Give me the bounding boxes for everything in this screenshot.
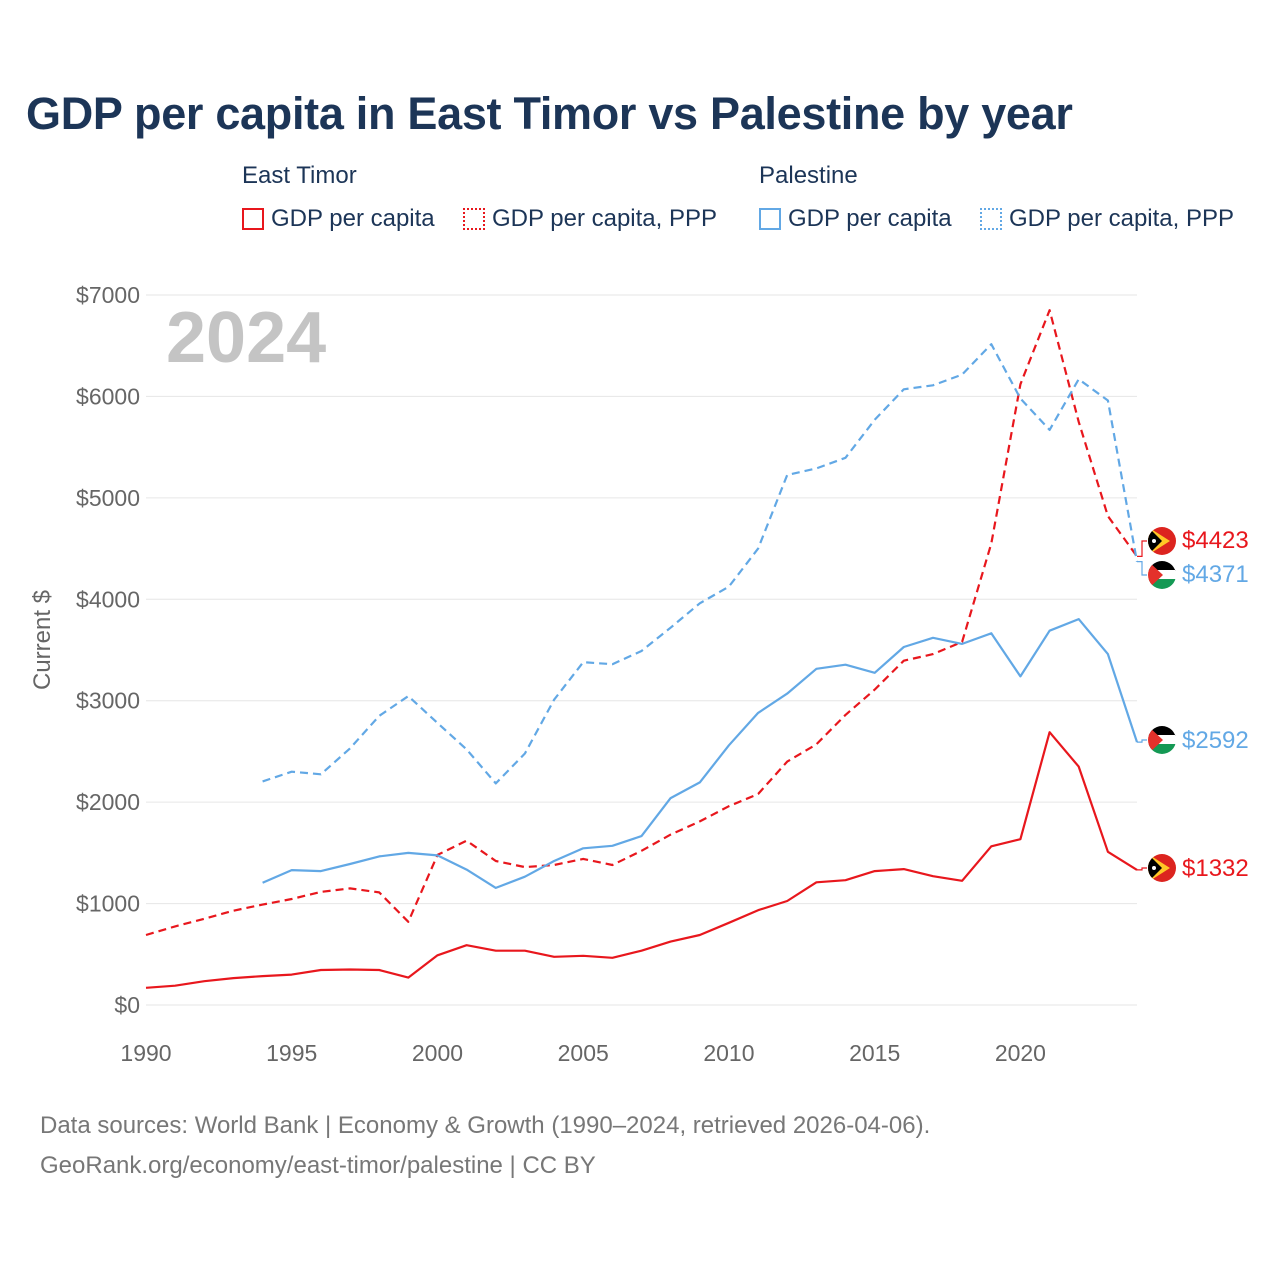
series-line-dashed-east-timor — [145, 309, 1138, 937]
legend-swatch-dotted-blue — [980, 208, 1002, 230]
y-tick-label: $4000 — [76, 586, 140, 612]
legend-item-east-timor-ppp[interactable]: GDP per capita, PPP — [463, 205, 717, 233]
year-watermark: 2024 — [166, 298, 326, 378]
label-connector — [1137, 561, 1147, 576]
y-tick-label: $5000 — [76, 485, 140, 511]
legend-item-east-timor-gdp[interactable]: GDP per capita — [242, 205, 435, 233]
y-tick-label: $0 — [114, 992, 140, 1018]
source-link[interactable]: GeoRank.org/economy/east-timor/palestine… — [40, 1152, 596, 1179]
legend-item-palestine-ppp[interactable]: GDP per capita, PPP — [980, 205, 1234, 233]
series-line-dashed-palestine — [262, 343, 1139, 785]
legend-group-east-timor: East Timor — [242, 162, 357, 189]
end-label-palestine-ppp: $4371 — [1182, 561, 1249, 588]
x-tick-label: 2020 — [995, 1040, 1046, 1066]
series-lines — [145, 309, 1147, 989]
footer: Data sources: World Bank | Economy & Gro… — [40, 1106, 930, 1186]
x-tick-label: 2015 — [849, 1040, 900, 1066]
palestine-flag-icon — [1148, 561, 1176, 589]
y-axis-label: Current $ — [29, 590, 56, 690]
legend-label: GDP per capita — [271, 205, 435, 232]
x-tick-label: 2000 — [412, 1040, 463, 1066]
end-label-palestine-gdp: $2592 — [1182, 727, 1249, 754]
x-axis-ticks: 1990 1995 2000 2005 2010 2015 2020 — [120, 1040, 1046, 1066]
series-line-solid-east-timor — [145, 731, 1138, 989]
y-tick-label: $1000 — [76, 891, 140, 917]
east-timor-flag-icon — [1148, 854, 1176, 882]
y-tick-label: $7000 — [76, 282, 140, 308]
x-tick-label: 1995 — [266, 1040, 317, 1066]
chart-title: GDP per capita in East Timor vs Palestin… — [26, 88, 1073, 139]
y-tick-label: $6000 — [76, 383, 140, 409]
y-tick-label: $2000 — [76, 789, 140, 815]
legend-label: GDP per capita, PPP — [492, 205, 717, 232]
legend-item-palestine-gdp[interactable]: GDP per capita — [759, 205, 952, 233]
legend-label: GDP per capita — [788, 205, 952, 232]
y-tick-label: $3000 — [76, 688, 140, 714]
label-connector — [1137, 540, 1147, 557]
label-connector — [1137, 867, 1147, 871]
legend-swatch-solid-blue — [759, 208, 781, 230]
legend-swatch-solid-red — [242, 208, 264, 230]
x-tick-label: 2005 — [558, 1040, 609, 1066]
legend-group-palestine: Palestine — [759, 162, 858, 189]
east-timor-flag-icon — [1148, 527, 1176, 555]
end-label-east-timor-gdp: $1332 — [1182, 855, 1249, 882]
legend-swatch-dotted-red — [463, 208, 485, 230]
label-connector — [1137, 739, 1147, 743]
y-axis-ticks: $0 $1000 $2000 $3000 $4000 $5000 $6000 $7000 — [76, 282, 140, 1018]
data-sources: Data sources: World Bank | Economy & Gro… — [40, 1112, 931, 1139]
palestine-flag-icon — [1148, 726, 1176, 754]
x-tick-label: 2010 — [703, 1040, 754, 1066]
end-label-east-timor-ppp: $4423 — [1182, 527, 1249, 554]
x-tick-label: 1990 — [120, 1040, 171, 1066]
grid-lines — [146, 294, 1137, 1006]
series-line-solid-palestine — [262, 617, 1139, 890]
legend-label: GDP per capita, PPP — [1009, 205, 1234, 232]
